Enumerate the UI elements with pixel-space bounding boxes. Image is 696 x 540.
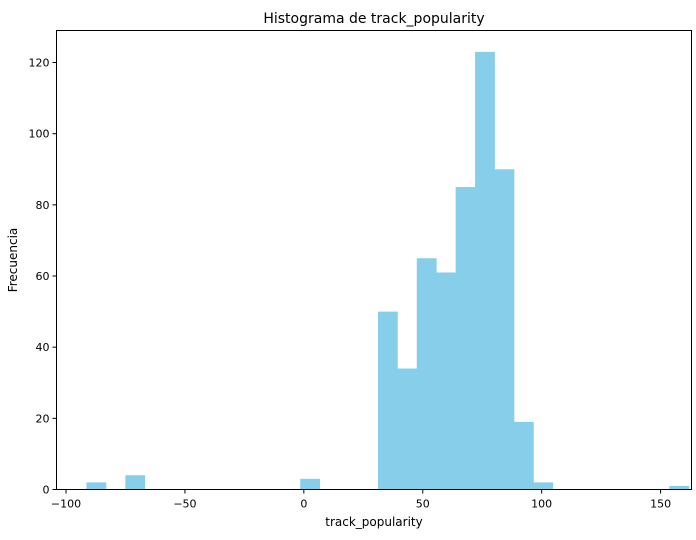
histogram-bar [533,482,554,490]
x-tick-label: 150 [650,498,671,511]
y-tick-label: 0 [43,484,50,497]
y-tick-label: 40 [36,341,50,354]
histogram-bar [125,475,146,490]
bars-group [86,51,690,490]
y-tick-label: 100 [29,128,50,141]
histogram-bar [300,478,321,490]
x-tick-label: −50 [173,498,196,511]
histogram-bar [669,485,690,490]
y-ticks-group: 0 20 40 60 80 100 120 [29,57,57,497]
y-axis-label: Frecuencia [6,228,20,293]
histogram-bar [436,272,457,490]
histogram-bar [416,258,437,490]
x-tick-label: −100 [51,498,81,511]
histogram-bar [513,421,534,490]
histogram-bar [494,169,515,490]
histogram-bar [377,311,398,490]
plot-frame [56,30,692,490]
y-tick-label: 60 [36,270,50,283]
histogram-bar [455,187,476,490]
chart-title: Histograma de track_popularity [263,11,484,27]
x-ticks-group: −100 −50 0 50 100 150 [51,489,671,511]
y-tick-label: 120 [29,57,50,70]
x-tick-label: 100 [531,498,552,511]
x-tick-label: 0 [300,498,307,511]
y-tick-label: 20 [36,412,50,425]
histogram-bar [86,482,107,490]
x-tick-label: 50 [416,498,430,511]
y-tick-label: 80 [36,199,50,212]
histogram-bar [475,51,495,490]
histogram-bar [397,368,418,490]
x-axis-label: track_popularity [325,515,422,529]
